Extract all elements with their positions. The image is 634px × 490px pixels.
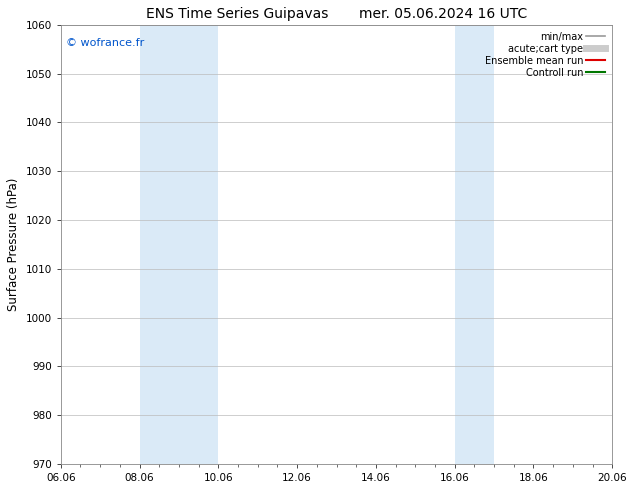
Legend: min/max, acute;cart type, Ensemble mean run, Controll run: min/max, acute;cart type, Ensemble mean … — [482, 30, 607, 79]
Text: © wofrance.fr: © wofrance.fr — [67, 38, 145, 48]
Y-axis label: Surface Pressure (hPa): Surface Pressure (hPa) — [7, 178, 20, 311]
Bar — [455, 25, 494, 464]
Title: ENS Time Series Guipavas       mer. 05.06.2024 16 UTC: ENS Time Series Guipavas mer. 05.06.2024… — [146, 7, 527, 21]
Bar — [139, 25, 218, 464]
